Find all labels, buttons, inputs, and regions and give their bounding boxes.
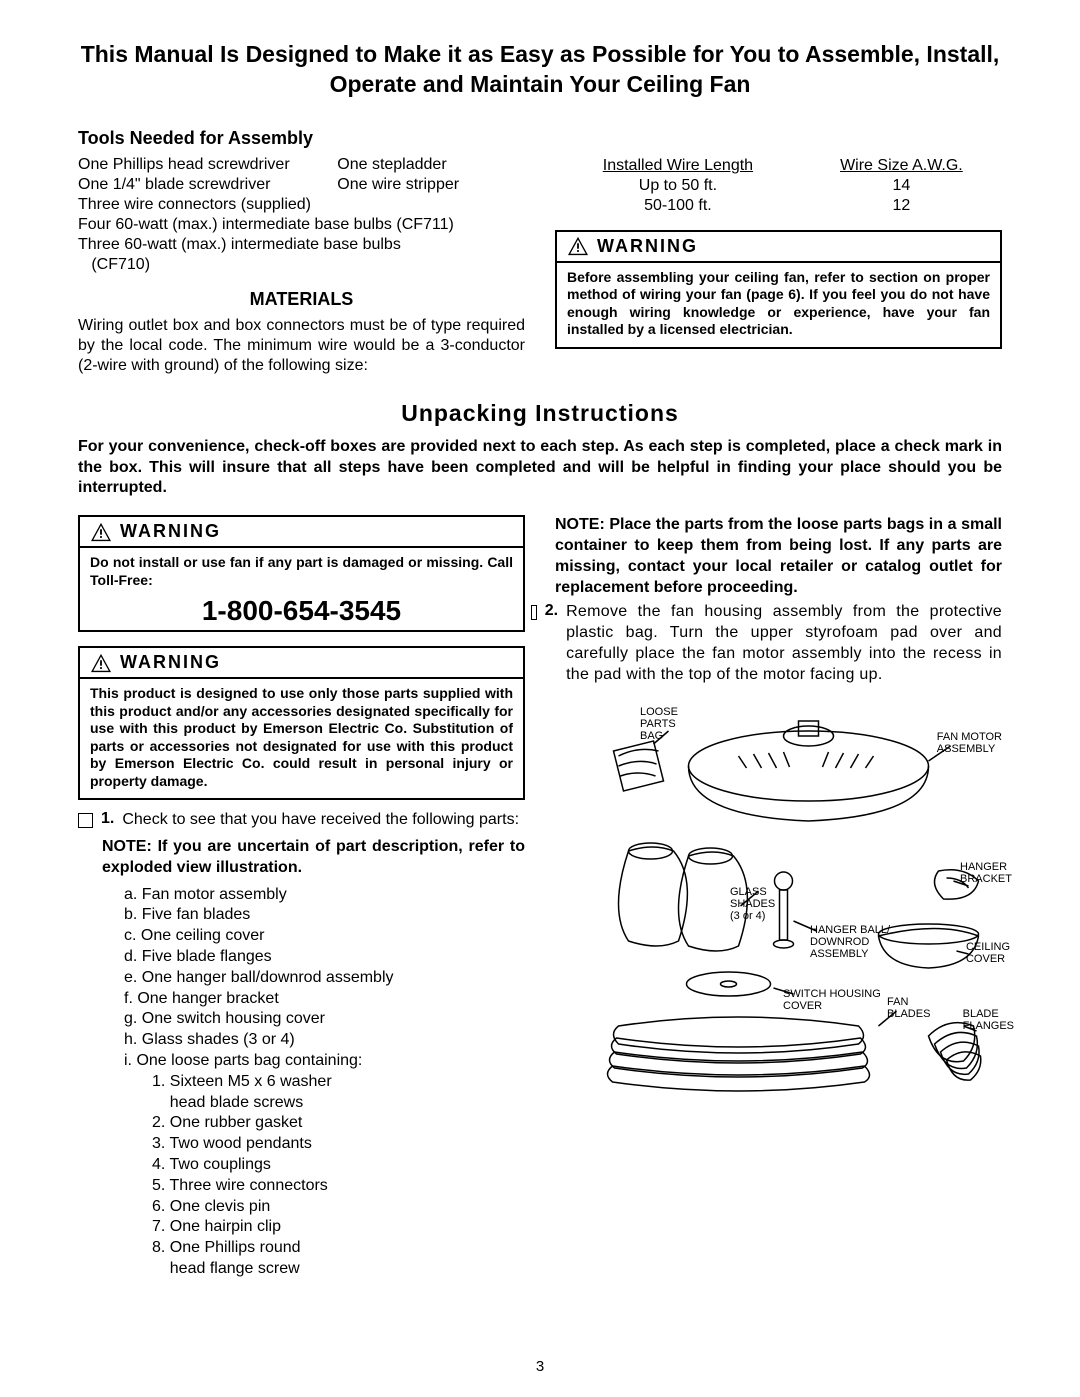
wire-cell: 14 xyxy=(801,176,1002,196)
wire-col-head: Wire Size A.W.G. xyxy=(801,156,1002,176)
exploded-view-illustration: LOOSE PARTS BAG FAN MOTOR ASSEMBLY GLASS… xyxy=(555,706,1002,1106)
part-item: h. Glass shades (3 or 4) xyxy=(124,1030,525,1051)
part-item: b. Five fan blades xyxy=(124,905,525,926)
warning-icon xyxy=(567,236,589,256)
part-item: f. One hanger bracket xyxy=(124,989,525,1010)
warning-label: WARNING xyxy=(120,652,221,673)
page-title: This Manual Is Designed to Make it as Ea… xyxy=(78,40,1002,100)
tool-item: One 1/4" blade screwdriver xyxy=(78,175,337,195)
subpart-item: 4. Two couplings xyxy=(152,1155,525,1176)
part-item: d. Five blade flanges xyxy=(124,947,525,968)
step-number: 1. xyxy=(101,810,114,831)
tool-item: One wire stripper xyxy=(337,175,525,195)
tool-item: One stepladder xyxy=(337,155,525,175)
subpart-item: 1. Sixteen M5 x 6 washer xyxy=(152,1072,525,1093)
tool-item: Three wire connectors (supplied) xyxy=(78,195,525,215)
right-note: NOTE: Place the parts from the loose par… xyxy=(555,515,1002,598)
tools-list: One Phillips head screwdriver One stepla… xyxy=(78,155,525,275)
subpart-item: head flange screw xyxy=(152,1259,525,1280)
wire-table: Installed Wire Length Wire Size A.W.G. U… xyxy=(555,156,1002,216)
warning-body: Before assembling your ceiling fan, refe… xyxy=(557,263,1000,347)
step-1-note: NOTE: If you are uncertain of part descr… xyxy=(102,837,525,879)
illus-label-switch-cover: SWITCH HOUSING COVER xyxy=(783,988,881,1012)
illus-label-fan-motor: FAN MOTOR ASSEMBLY xyxy=(937,731,1002,755)
illus-label-glass-shades: GLASS SHADES (3 or 4) xyxy=(730,886,775,922)
part-item: i. One loose parts bag containing: xyxy=(124,1051,525,1072)
page-number: 3 xyxy=(0,1358,1080,1375)
parts-list: a. Fan motor assembly b. Five fan blades… xyxy=(78,885,525,1280)
warning-head: WARNING xyxy=(80,648,523,679)
top-left-col: Tools Needed for Assembly One Phillips h… xyxy=(78,128,525,376)
warning-head: WARNING xyxy=(557,232,1000,263)
subpart-item: 3. Two wood pendants xyxy=(152,1134,525,1155)
warning-label: WARNING xyxy=(120,521,221,542)
warning-body: This product is designed to use only tho… xyxy=(80,679,523,798)
bottom-two-col: WARNING Do not install or use fan if any… xyxy=(78,515,1002,1280)
wire-col-head: Installed Wire Length xyxy=(555,156,801,176)
part-item: e. One hanger ball/downrod assembly xyxy=(124,968,525,989)
step-1: 1. Check to see that you have received t… xyxy=(78,810,525,831)
materials-body: Wiring outlet box and box connectors mus… xyxy=(78,316,525,376)
unpacking-intro: For your convenience, check-off boxes ar… xyxy=(78,437,1002,499)
subpart-item: 6. One clevis pin xyxy=(152,1197,525,1218)
step-checkbox[interactable] xyxy=(78,813,93,828)
step-text: Check to see that you have received the … xyxy=(122,810,519,831)
warning-box-2: WARNING Do not install or use fan if any… xyxy=(78,515,525,632)
step-number: 2. xyxy=(545,602,558,685)
tool-item: Four 60-watt (max.) intermediate base bu… xyxy=(78,215,525,235)
bottom-left-col: WARNING Do not install or use fan if any… xyxy=(78,515,525,1280)
illus-label-blade-flanges: BLADE FLANGES xyxy=(963,1008,1014,1032)
illus-label-hanger-ball: HANGER BALL/ DOWNROD ASSEMBLY xyxy=(810,924,890,960)
warning-head: WARNING xyxy=(80,517,523,548)
part-item: g. One switch housing cover xyxy=(124,1009,525,1030)
subpart-item: 7. One hairpin clip xyxy=(152,1217,525,1238)
subpart-item: head blade screws xyxy=(152,1093,525,1114)
illus-label-loose-parts: LOOSE PARTS BAG xyxy=(640,706,678,742)
warning-box-1: WARNING Before assembling your ceiling f… xyxy=(555,230,1002,349)
warning-icon xyxy=(90,522,112,542)
warning-body: Do not install or use fan if any part is… xyxy=(80,548,523,630)
illus-label-ceiling-cover: CEILING COVER xyxy=(966,941,1010,965)
wire-cell: 50-100 ft. xyxy=(555,196,801,216)
bottom-right-col: NOTE: Place the parts from the loose par… xyxy=(555,515,1002,1280)
parts-sublist: 1. Sixteen M5 x 6 washer head blade scre… xyxy=(124,1072,525,1280)
step-text: Remove the fan housing assembly from the… xyxy=(566,602,1002,685)
illus-label-hanger-bracket: HANGER BRACKET xyxy=(960,861,1012,885)
illus-label-fan-blades: FAN BLADES xyxy=(887,996,930,1020)
warning-box-3: WARNING This product is designed to use … xyxy=(78,646,525,800)
step-checkbox[interactable] xyxy=(531,605,537,620)
subpart-item: 5. Three wire connectors xyxy=(152,1176,525,1197)
wire-cell: Up to 50 ft. xyxy=(555,176,801,196)
top-right-col: Installed Wire Length Wire Size A.W.G. U… xyxy=(555,128,1002,376)
tool-item: Three 60-watt (max.) intermediate base b… xyxy=(78,235,525,255)
page: This Manual Is Designed to Make it as Ea… xyxy=(0,0,1080,1397)
materials-heading: MATERIALS xyxy=(78,289,525,310)
unpacking-heading: Unpacking Instructions xyxy=(78,400,1002,427)
parts-illustration-svg xyxy=(555,706,1002,1106)
top-two-col: Tools Needed for Assembly One Phillips h… xyxy=(78,128,1002,376)
warning-label: WARNING xyxy=(597,236,698,257)
part-item: c. One ceiling cover xyxy=(124,926,525,947)
warning-text: Do not install or use fan if any part is… xyxy=(90,554,513,589)
wire-cell: 12 xyxy=(801,196,1002,216)
part-item: a. Fan motor assembly xyxy=(124,885,525,906)
tool-item: (CF710) xyxy=(78,255,525,275)
tool-item: One Phillips head screwdriver xyxy=(78,155,337,175)
subpart-item: 2. One rubber gasket xyxy=(152,1113,525,1134)
subpart-item: 8. One Phillips round xyxy=(152,1238,525,1259)
step-2: 2. Remove the fan housing assembly from … xyxy=(531,602,1002,685)
phone-number: 1-800-654-3545 xyxy=(90,593,513,628)
tools-heading: Tools Needed for Assembly xyxy=(78,128,525,149)
warning-icon xyxy=(90,653,112,673)
